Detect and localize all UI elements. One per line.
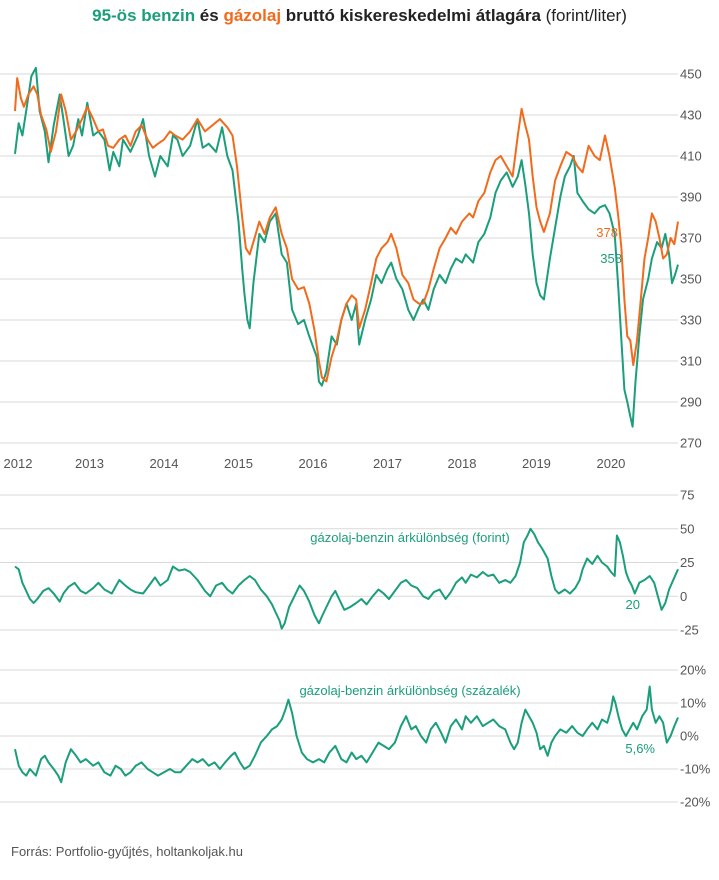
y-tick-label-0-6: 330 xyxy=(680,313,702,328)
series-line-1-benzin xyxy=(14,527,679,630)
title-benzin: 95-ös benzin xyxy=(92,6,196,25)
end-value-label-0-gazolaj: 378 xyxy=(596,225,618,240)
y-tick-label-1-1: 50 xyxy=(680,521,694,536)
y-tick-label-0-1: 430 xyxy=(680,108,702,123)
title-and: és xyxy=(195,6,224,25)
y-tick-label-0-0: 450 xyxy=(680,67,702,82)
y-tick-label-1-3: 0 xyxy=(680,589,687,604)
panel-title-1: gázolaj-benzin árkülönbség (forint) xyxy=(310,530,509,545)
x-tick-label-2: 2014 xyxy=(150,456,179,471)
y-tick-label-0-4: 370 xyxy=(680,231,702,246)
panel-title-2: gázolaj-benzin árkülönbség (százalék) xyxy=(299,683,520,698)
y-tick-label-1-0: 75 xyxy=(680,488,694,503)
y-tick-label-2-3: -10% xyxy=(680,762,711,777)
x-tick-label-6: 2018 xyxy=(448,456,477,471)
y-tick-label-2-0: 20% xyxy=(680,663,706,678)
x-tick-label-1: 2013 xyxy=(75,456,104,471)
end-value-label-2-benzin: 5,6% xyxy=(625,741,655,756)
y-tick-label-0-8: 290 xyxy=(680,395,702,410)
x-tick-label-4: 2016 xyxy=(299,456,328,471)
title-gazolaj: gázolaj xyxy=(223,6,282,25)
y-tick-label-0-2: 410 xyxy=(680,149,702,164)
y-tick-label-2-2: 0% xyxy=(680,729,699,744)
y-tick-label-0-7: 310 xyxy=(680,354,702,369)
end-value-label-1-benzin: 20 xyxy=(626,597,640,612)
y-tick-label-0-3: 390 xyxy=(680,190,702,205)
x-tick-label-3: 2015 xyxy=(224,456,253,471)
x-tick-label-0: 2012 xyxy=(4,456,33,471)
title-main: bruttó kiskereskedelmi átlagára xyxy=(281,6,541,25)
series-line-0-benzin xyxy=(14,66,679,428)
x-tick-label-5: 2017 xyxy=(373,456,402,471)
source-note: Forrás: Portfolio-gyűjtés, holtankoljak.… xyxy=(11,844,243,859)
y-tick-label-2-4: -20% xyxy=(680,795,711,810)
y-tick-label-0-9: 270 xyxy=(680,436,702,451)
end-value-label-0-benzin: 358 xyxy=(600,251,622,266)
chart-title: 95-ös benzin és gázolaj bruttó kiskeresk… xyxy=(0,6,719,26)
y-tick-label-0-5: 350 xyxy=(680,272,702,287)
x-tick-label-7: 2019 xyxy=(522,456,551,471)
x-tick-label-8: 2020 xyxy=(596,456,625,471)
y-tick-label-1-4: -25 xyxy=(680,623,699,638)
series-line-0-gazolaj xyxy=(14,77,679,383)
series-line-2-benzin xyxy=(14,685,679,784)
y-tick-label-2-1: 10% xyxy=(680,696,706,711)
y-tick-label-1-2: 25 xyxy=(680,555,694,570)
title-unit: (forint/liter) xyxy=(540,6,627,25)
